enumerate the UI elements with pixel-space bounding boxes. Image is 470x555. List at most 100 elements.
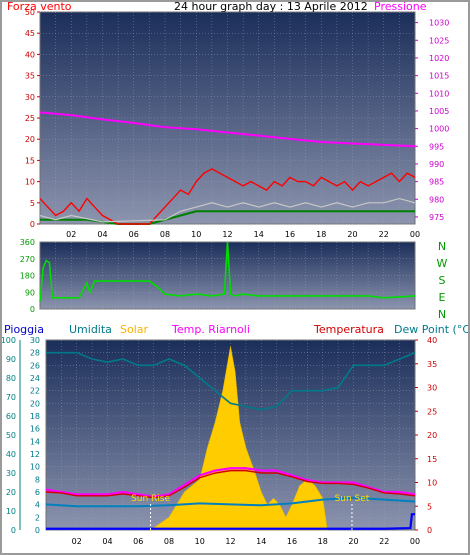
gust-series-line xyxy=(39,197,416,223)
rain-series-line xyxy=(46,513,415,530)
humidity-tick-label: 26 xyxy=(30,361,40,370)
compass-label: N xyxy=(438,308,446,321)
sunset-label: Sun Set xyxy=(335,494,370,504)
x-tick-label: 20 xyxy=(347,230,357,239)
rain-tick-label: 100 xyxy=(2,336,16,345)
dewpoint-series-line xyxy=(45,496,416,508)
rain-tick-label: 40 xyxy=(6,450,16,459)
temperature-axis-ticks: 0 5 10 15 20 25 30 35 40 xyxy=(415,336,437,535)
pressure-axis-ticks: 975 980 985 990 995 1000 1005 1010 1015 1020 1025 1… xyxy=(415,19,449,222)
x-tick-label: 10 xyxy=(195,537,205,546)
temperature-tick-label: 10 xyxy=(427,479,437,488)
x-tick-label: 02 xyxy=(72,537,82,546)
wind-tick-label: 25 xyxy=(25,114,35,123)
humidity-tick-label: 28 xyxy=(30,349,40,358)
temperature-x-ticks: 02 04 06 08 10 12 14 16 18 20 22 00 xyxy=(72,537,420,546)
x-tick-label: 20 xyxy=(348,537,358,546)
rain-tick-label: 60 xyxy=(6,412,16,421)
pressure-series-line xyxy=(39,111,416,148)
wind-tick-label: 50 xyxy=(25,8,35,17)
x-tick-label: 12 xyxy=(225,537,235,546)
direction-tick-label: 90 xyxy=(25,288,35,297)
x-tick-label: 04 xyxy=(97,230,107,239)
humidity-tick-label: 30 xyxy=(30,336,40,345)
temperature-tick-label: 35 xyxy=(427,360,437,369)
temperature-legend: Temperatura xyxy=(313,323,384,336)
x-tick-label: 14 xyxy=(256,537,266,546)
direction-tick-label: 270 xyxy=(20,255,35,264)
pressure-tick-label: 985 xyxy=(429,178,444,187)
x-tick-label: 18 xyxy=(318,537,328,546)
sunrise-label: Sun Rise xyxy=(131,494,170,504)
wind-tick-label: 15 xyxy=(25,156,35,165)
pressure-tick-label: 980 xyxy=(429,195,444,204)
temperature-tick-label: 20 xyxy=(427,431,437,440)
solar-legend: Solar xyxy=(120,323,149,336)
pressure-tick-label: 995 xyxy=(429,142,444,151)
rain-tick-label: 50 xyxy=(6,431,16,440)
wind-axis-label: Forza vento xyxy=(7,2,72,13)
rain-tick-label: 0 xyxy=(11,526,16,535)
wind-direction-series xyxy=(39,241,416,302)
x-tick-label: 10 xyxy=(191,230,201,239)
x-tick-label: 06 xyxy=(129,230,139,239)
temperature-tick-label: 25 xyxy=(427,407,437,416)
pressure-tick-label: 990 xyxy=(429,160,444,169)
wind-tick-label: 5 xyxy=(30,199,35,208)
pressure-tick-label: 975 xyxy=(429,213,444,222)
rain-tick-label: 70 xyxy=(6,393,16,402)
temperature-series xyxy=(45,346,416,531)
graph-title: 24 hour graph day : 13 Aprile 2012 xyxy=(174,2,368,13)
temperature-tick-label: 15 xyxy=(427,455,437,464)
humidity-series-line xyxy=(46,351,416,411)
x-tick-label: 08 xyxy=(164,537,174,546)
wind-pressure-series xyxy=(39,111,416,225)
humidity-tick-label: 18 xyxy=(30,412,40,421)
temperature-tick-label: 5 xyxy=(427,502,432,511)
sun-annotations: Sun Rise Sun Set xyxy=(131,494,370,530)
direction-series-line xyxy=(39,241,416,302)
humidity-tick-label: 16 xyxy=(30,425,40,434)
pressure-tick-label: 1010 xyxy=(429,89,449,98)
x-tick-label: 00 xyxy=(410,537,420,546)
pressure-tick-label: 1015 xyxy=(429,72,449,81)
temperature-tick-label: 30 xyxy=(427,384,437,393)
wind-tick-label: 35 xyxy=(25,72,35,81)
compass-label: E xyxy=(439,291,446,304)
x-tick-label: 16 xyxy=(285,230,295,239)
compass-label: W xyxy=(437,257,448,270)
x-tick-label: 22 xyxy=(379,230,389,239)
humidity-tick-label: 6 xyxy=(35,488,40,497)
pressure-axis-label: Pressione xyxy=(374,2,427,13)
humidity-tick-label: 10 xyxy=(30,463,40,472)
compass-label: S xyxy=(439,274,446,287)
direction-tick-label: 180 xyxy=(20,272,35,281)
x-tick-label: 02 xyxy=(66,230,76,239)
x-tick-label: 16 xyxy=(287,537,297,546)
humidity-tick-label: 24 xyxy=(30,374,40,383)
humidity-tick-label: 12 xyxy=(30,450,40,459)
humidity-tick-label: 22 xyxy=(30,387,40,396)
humidity-tick-label: 2 xyxy=(35,513,40,522)
wind-tick-label: 40 xyxy=(25,50,35,59)
rain-axis-ticks: 0 10 20 30 40 50 60 70 80 90 100 xyxy=(2,336,21,535)
wind-series-line xyxy=(39,168,416,225)
humidity-tick-label: 20 xyxy=(30,399,40,408)
x-tick-label: 18 xyxy=(316,230,326,239)
direction-tick-label: 360 xyxy=(20,238,35,247)
wind-tick-label: 20 xyxy=(25,135,35,144)
x-tick-label: 12 xyxy=(222,230,232,239)
dewpoint-legend: Dew Point (°C) xyxy=(394,323,468,336)
rain-legend: Pioggia xyxy=(4,323,44,336)
direction-tick-label: 0 xyxy=(30,305,35,314)
humidity-tick-label: 14 xyxy=(30,437,40,446)
temperature-tick-label: 0 xyxy=(427,526,432,535)
pressure-tick-label: 1030 xyxy=(429,19,449,28)
wind-tick-label: 45 xyxy=(25,29,35,38)
x-tick-label: 06 xyxy=(133,537,143,546)
compass-label: N xyxy=(438,240,446,253)
